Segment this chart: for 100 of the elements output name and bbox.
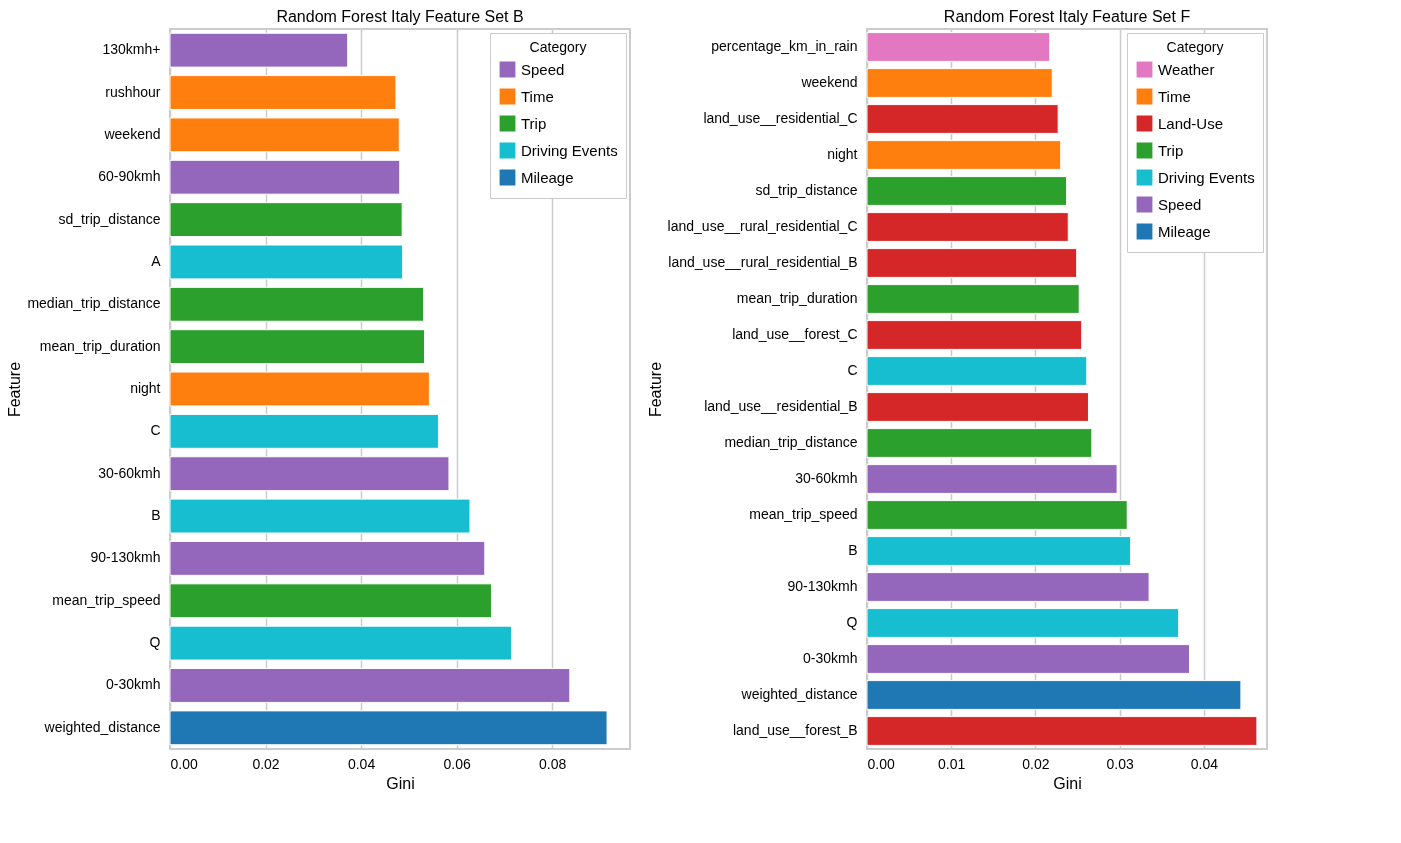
bar <box>866 536 1132 566</box>
y-tick-label: A <box>151 252 162 269</box>
x-tick-label: 0.08 <box>539 755 567 772</box>
y-axis-title: Feature <box>646 361 664 418</box>
bar <box>866 644 1191 674</box>
x-tick-label: 0.01 <box>938 755 966 772</box>
y-tick-label: 90-130kmh <box>90 549 161 566</box>
y-tick-label: night <box>827 146 858 162</box>
x-tick-label: 0.02 <box>1022 755 1050 772</box>
bar <box>169 329 426 365</box>
bar <box>169 456 450 492</box>
x-tick-label: 0.00 <box>867 755 895 772</box>
legend-label: Time <box>1158 87 1191 105</box>
y-axis-title: Feature <box>6 361 24 418</box>
legend-title: Category <box>1166 39 1224 55</box>
y-tick-label: land_use__rural_residential_C <box>667 218 858 234</box>
y-tick-label: median_trip_distance <box>724 434 858 450</box>
bar <box>169 710 608 746</box>
bar <box>866 356 1088 386</box>
bar <box>866 284 1080 314</box>
bar <box>169 583 492 619</box>
legend-label: Weather <box>1158 60 1215 78</box>
y-tick-label: Q <box>149 634 161 651</box>
y-tick-label: 0-30kmh <box>106 676 161 693</box>
y-tick-label: mean_trip_speed <box>749 506 858 522</box>
legend-label: Driving Events <box>521 141 618 159</box>
y-tick-label: Q <box>846 614 858 630</box>
y-tick-label: 130kmh+ <box>102 41 161 58</box>
legend-label: Driving Events <box>1158 168 1255 186</box>
y-tick-label: land_use__forest_B <box>732 722 858 738</box>
y-tick-label: B <box>848 542 858 558</box>
x-axis-title: Gini <box>386 774 415 792</box>
bar <box>866 212 1069 242</box>
bar <box>169 202 403 238</box>
legend-label: Mileage <box>1158 222 1211 240</box>
y-tick-label: 30-60kmh <box>98 464 161 481</box>
y-tick-label: C <box>847 362 858 378</box>
bar <box>169 75 397 110</box>
bar <box>866 716 1258 746</box>
bar <box>866 680 1242 710</box>
y-tick-label: C <box>150 422 161 439</box>
bar <box>866 608 1180 638</box>
legend-label: Land-Use <box>1158 114 1224 132</box>
bar <box>866 248 1078 278</box>
y-tick-label: 0-30kmh <box>803 650 858 666</box>
bar <box>866 572 1150 602</box>
y-tick-label: land_use__forest_C <box>732 326 858 342</box>
x-tick-label: 0.02 <box>252 755 280 772</box>
x-tick-label: 0.04 <box>347 755 376 772</box>
bar <box>866 500 1128 530</box>
y-tick-label: B <box>151 507 161 524</box>
bar <box>169 413 439 449</box>
bar <box>866 68 1053 98</box>
legend-label: Time <box>521 87 554 105</box>
legend-title: Category <box>529 39 587 55</box>
bar <box>169 244 404 280</box>
y-tick-label: mean_trip_duration <box>736 290 858 306</box>
y-tick-label: weighted_distance <box>740 686 858 702</box>
bar <box>866 464 1118 494</box>
bar <box>169 668 571 703</box>
x-tick-label: 0.03 <box>1106 755 1134 772</box>
x-tick-label: 0.06 <box>443 755 471 772</box>
bar <box>866 140 1062 170</box>
y-tick-label: land_use__residential_C <box>703 110 858 126</box>
bar <box>866 320 1083 350</box>
y-tick-label: mean_trip_speed <box>52 591 161 608</box>
y-tick-label: sd_trip_distance <box>58 210 161 227</box>
y-tick-label: rushhour <box>105 83 161 100</box>
y-tick-label: weighted_distance <box>43 718 161 735</box>
y-tick-label: 30-60kmh <box>795 470 858 486</box>
legend-label: Speed <box>521 60 565 78</box>
legend-label: Mileage <box>521 168 574 186</box>
y-tick-label: weekend <box>103 125 161 142</box>
bar <box>866 32 1051 62</box>
bar <box>866 176 1068 206</box>
bar <box>169 32 349 68</box>
x-axis-title: Gini <box>1053 774 1082 792</box>
bar <box>169 498 471 534</box>
legend-label: Trip <box>521 114 547 132</box>
y-tick-label: 60-90kmh <box>98 168 161 185</box>
legend-label: Speed <box>1158 195 1202 213</box>
legend-label: Trip <box>1158 141 1184 159</box>
y-tick-label: land_use__rural_residential_B <box>668 254 858 270</box>
bar <box>866 428 1093 458</box>
y-tick-label: sd_trip_distance <box>755 182 858 198</box>
y-tick-label: land_use__residential_B <box>704 398 858 414</box>
y-tick-label: weekend <box>800 74 858 90</box>
chart-title: Random Forest Italy Feature Set F <box>943 8 1191 25</box>
bar <box>169 625 513 661</box>
y-tick-label: mean_trip_duration <box>39 337 161 354</box>
bar <box>169 117 400 153</box>
bar <box>866 104 1059 134</box>
y-tick-label: median_trip_distance <box>27 295 161 312</box>
y-tick-label: 90-130kmh <box>787 578 858 594</box>
bar <box>169 371 430 407</box>
y-tick-label: percentage_km_in_rain <box>711 38 858 54</box>
bar <box>866 392 1089 422</box>
x-tick-label: 0.04 <box>1190 755 1219 772</box>
chart-title: Random Forest Italy Feature Set B <box>276 8 524 25</box>
bar <box>169 159 401 195</box>
